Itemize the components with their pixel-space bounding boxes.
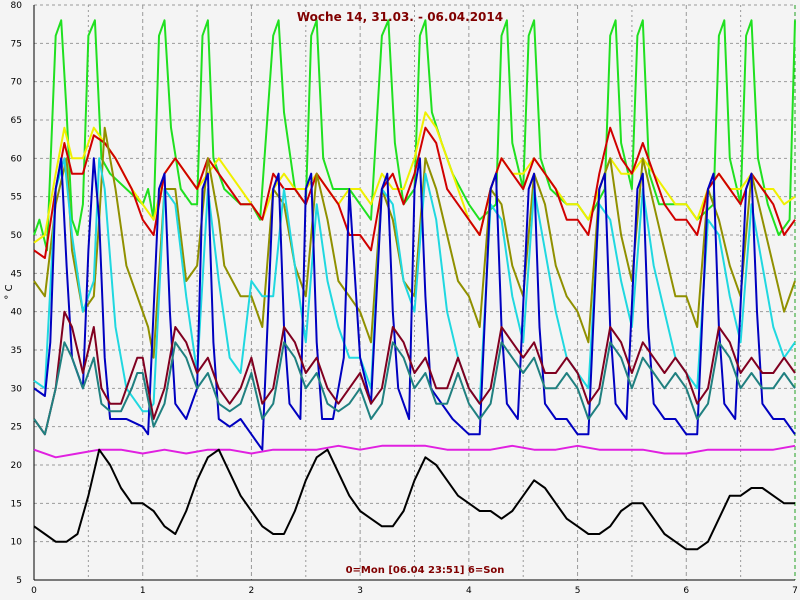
x-tick-label: 1 [140, 586, 146, 596]
y-tick-label: 25 [11, 423, 22, 433]
y-tick-label: 50 [11, 231, 23, 241]
series-line-10 [33, 448, 795, 551]
y-tick-label: 30 [11, 384, 23, 394]
series-line-7 [33, 310, 796, 436]
y-tick-label: 40 [11, 308, 23, 318]
y-tick-label: 55 [11, 193, 22, 203]
x-tick-label: 5 [575, 586, 581, 596]
y-axis-label: ° C [4, 284, 15, 299]
y-tick-label: 60 [11, 154, 23, 164]
x-tick-label: 2 [249, 586, 255, 596]
series-line-8 [33, 341, 796, 436]
series-line-3 [33, 126, 796, 259]
series-group [33, 19, 796, 551]
x-tick-label: 4 [466, 586, 472, 596]
y-tick-label: 35 [11, 346, 22, 356]
series-line-1 [33, 19, 796, 252]
y-tick-label: 75 [11, 39, 22, 49]
y-tick-label: 15 [11, 499, 22, 509]
x-tick-label: 0 [31, 586, 37, 596]
series-line-9 [33, 444, 796, 459]
x-tick-label: 6 [683, 586, 689, 596]
y-tick-label: 5 [16, 576, 22, 586]
footer-label: 0=Mon [06.04 23:51] 6=Son [346, 565, 505, 576]
y-tick-label: 45 [11, 269, 22, 279]
x-tick-label: 3 [357, 586, 363, 596]
y-tick-label: 20 [11, 461, 23, 471]
y-tick-label: 65 [11, 116, 22, 126]
x-tick-label: 7 [792, 586, 798, 596]
chart-title: Woche 14, 31.03. - 06.04.2014 [297, 10, 503, 24]
series-line-6 [33, 157, 796, 451]
y-tick-label: 80 [11, 1, 23, 11]
series-line-5 [33, 157, 796, 413]
y-tick-label: 10 [11, 538, 23, 548]
y-tick-label: 70 [11, 78, 23, 88]
